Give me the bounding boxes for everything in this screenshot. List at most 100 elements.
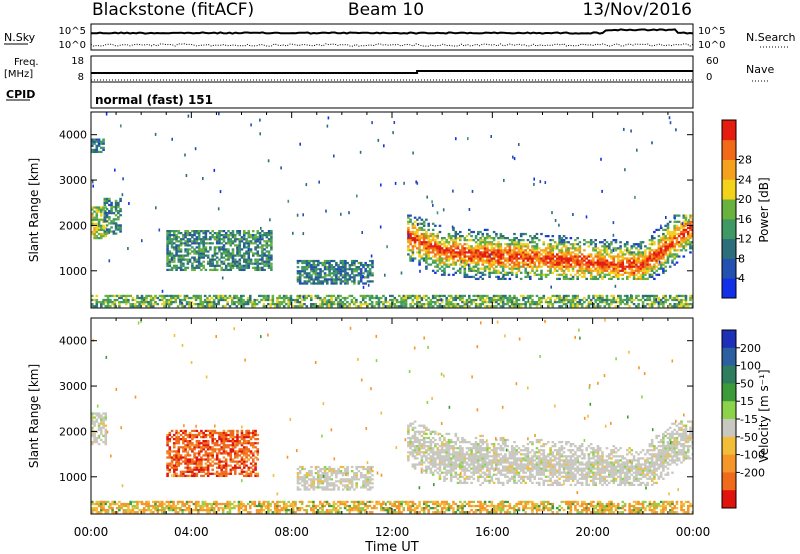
echo-cell bbox=[229, 468, 233, 471]
echo-cell bbox=[202, 230, 205, 233]
echo-cell bbox=[344, 270, 347, 273]
echo-cell bbox=[526, 253, 530, 256]
echo-cell bbox=[177, 260, 181, 263]
echo-cell bbox=[492, 249, 496, 252]
echo-cell bbox=[553, 269, 557, 272]
echo-cell bbox=[641, 303, 645, 306]
echo-cell bbox=[434, 239, 437, 242]
echo-cell bbox=[409, 220, 412, 223]
echo-cell bbox=[497, 296, 500, 300]
echo-cell bbox=[127, 294, 130, 298]
echo-cell bbox=[608, 265, 611, 268]
echo-cell bbox=[339, 274, 343, 277]
echo-cell bbox=[468, 269, 471, 272]
echo-cell bbox=[455, 137, 457, 141]
echo-cell bbox=[168, 450, 172, 453]
echo-cell bbox=[592, 259, 595, 262]
echo-cell bbox=[556, 265, 559, 268]
echo-cell bbox=[644, 257, 647, 260]
echo-cell bbox=[175, 264, 178, 267]
echo-cell bbox=[110, 220, 113, 223]
echo-cell bbox=[662, 243, 665, 246]
echo-cell bbox=[240, 248, 244, 251]
echo-cell bbox=[110, 210, 113, 213]
echo-cell bbox=[377, 296, 381, 300]
echo-cell bbox=[261, 260, 264, 263]
echo-cell bbox=[368, 296, 372, 300]
echo-cell bbox=[119, 230, 122, 233]
echo-cell bbox=[191, 470, 194, 473]
echo-cell bbox=[666, 224, 670, 227]
echo-cell bbox=[332, 270, 336, 273]
echo-cell bbox=[687, 230, 690, 234]
echo-cell bbox=[105, 211, 107, 215]
echo-cell bbox=[431, 247, 435, 250]
echo-cell bbox=[506, 265, 509, 268]
echo-cell bbox=[224, 444, 228, 447]
echo-cell bbox=[308, 280, 311, 283]
echo-cell bbox=[637, 255, 640, 258]
echo-cell bbox=[662, 271, 665, 274]
echo-cell bbox=[550, 285, 552, 289]
echo-cell bbox=[245, 454, 248, 457]
echo-cell bbox=[497, 275, 500, 279]
echo-cell bbox=[474, 241, 478, 244]
echo-cell bbox=[490, 271, 494, 274]
echo-cell bbox=[218, 248, 221, 251]
echo-cell bbox=[254, 472, 257, 475]
echo-cell bbox=[438, 253, 442, 256]
echo-cell bbox=[522, 296, 525, 300]
echo-cell bbox=[499, 298, 503, 302]
echo-cell bbox=[179, 232, 183, 235]
echo-cell bbox=[265, 260, 269, 263]
echo-cell bbox=[513, 265, 516, 268]
echo-cell bbox=[461, 235, 464, 238]
echo-cell bbox=[630, 273, 634, 276]
echo-cell bbox=[674, 216, 676, 220]
echo-cell bbox=[641, 275, 645, 279]
echo-cell bbox=[271, 294, 275, 298]
echo-cell bbox=[319, 280, 322, 283]
echo-cell bbox=[93, 232, 96, 236]
echo-cell bbox=[263, 262, 266, 265]
echo-cell bbox=[646, 269, 649, 272]
echo-cell bbox=[263, 248, 266, 251]
echo-cell bbox=[436, 235, 439, 238]
echo-cell bbox=[644, 253, 647, 256]
echo-cell bbox=[673, 232, 676, 236]
echo-cell bbox=[227, 438, 230, 441]
echo-cell bbox=[549, 261, 552, 264]
echo-cell bbox=[240, 296, 243, 300]
echo-cell bbox=[571, 257, 575, 260]
echo-cell bbox=[407, 249, 410, 252]
echo-cell bbox=[569, 255, 573, 258]
echo-cell bbox=[182, 438, 185, 441]
echo-cell bbox=[97, 414, 101, 417]
echo-cell bbox=[104, 424, 108, 427]
echo-cell bbox=[97, 210, 101, 213]
echo-cell bbox=[263, 264, 266, 267]
echo-cell bbox=[350, 268, 354, 271]
echo-cell bbox=[560, 257, 564, 260]
echo-cell bbox=[200, 442, 203, 445]
sky-right-tick-bottom: 10^0 bbox=[698, 40, 725, 51]
echo-cell bbox=[238, 230, 242, 233]
echo-cell bbox=[171, 137, 173, 141]
echo-cell bbox=[560, 239, 564, 242]
echo-cell bbox=[323, 259, 327, 263]
echo-cell bbox=[684, 301, 688, 304]
echo-cell bbox=[364, 301, 367, 304]
echo-cell bbox=[256, 474, 260, 478]
echo-cell bbox=[549, 255, 552, 258]
echo-cell bbox=[300, 294, 304, 298]
echo-cell bbox=[449, 245, 453, 248]
echo-cell bbox=[191, 242, 194, 245]
echo-cell bbox=[558, 263, 561, 266]
echo-cell bbox=[526, 301, 530, 304]
colorbar-swatch bbox=[722, 139, 736, 160]
echo-cell bbox=[416, 230, 419, 234]
echo-cell bbox=[227, 254, 230, 257]
echo-cell bbox=[91, 422, 94, 425]
echo-cell bbox=[641, 251, 645, 254]
echo-cell bbox=[603, 239, 607, 242]
